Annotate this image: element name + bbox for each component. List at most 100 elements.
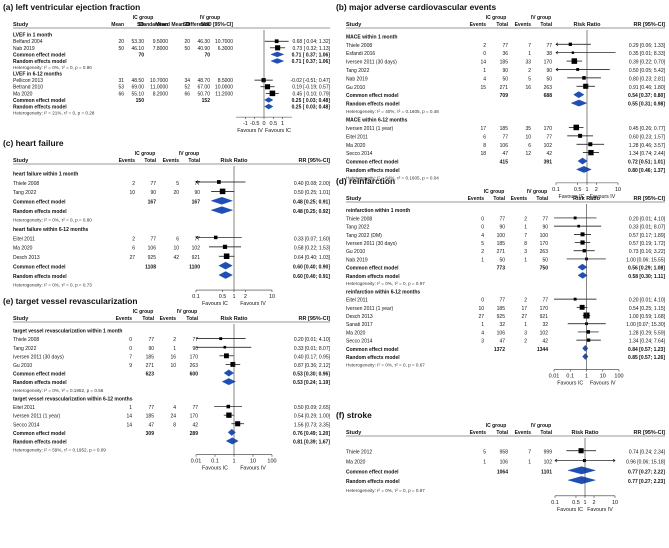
- study-name: Belfand 2004: [13, 39, 43, 45]
- ci-arrow: [195, 235, 199, 240]
- total-iv: 750: [540, 266, 549, 272]
- study-weight-square: [578, 448, 584, 454]
- study-value: 55.10: [131, 91, 144, 97]
- study-value: 90: [150, 190, 156, 196]
- study-weight-square: [582, 76, 586, 80]
- study-value: 1: [524, 322, 527, 328]
- group-header-iv: IV group: [200, 15, 220, 21]
- study-value: 3: [524, 330, 527, 336]
- heterogeneity: Heterogeneity: I² = 59%, τ² = 0.1952, p …: [13, 447, 106, 452]
- study-weight-square: [264, 84, 271, 90]
- study-value: 77: [194, 236, 200, 242]
- forest-panel-b: (b) major adverse cardiovascular events I…: [336, 2, 666, 200]
- study-value: 42: [173, 255, 179, 261]
- x-tick-label: 100: [614, 374, 623, 380]
- x-tick-label: 10: [612, 500, 618, 506]
- col-header: Events: [515, 430, 532, 436]
- pooled-diamond: [577, 271, 588, 279]
- study-name: Thiele 2008: [13, 337, 39, 343]
- study-weight-square: [577, 224, 580, 228]
- group-header-ic: IC group: [484, 189, 505, 195]
- study-value: 185: [500, 126, 509, 132]
- x-tick-label: 0.01: [549, 374, 560, 380]
- favours-left: Favours IC: [557, 507, 583, 513]
- study-ci: 0.40 [0.08; 2.00]: [294, 181, 331, 187]
- subgroup-label: MACE within 6-12 months: [346, 118, 408, 124]
- study-value: 271: [497, 249, 506, 255]
- pooled-diamond: [567, 476, 597, 485]
- study-value: 0: [129, 337, 132, 343]
- total-ic: 167: [148, 200, 157, 206]
- study-value: 106: [500, 143, 509, 149]
- group-header-iv: IV group: [179, 151, 199, 157]
- study-value: 18: [480, 151, 486, 157]
- study-weight-square: [235, 421, 241, 427]
- study-value: 2: [481, 249, 484, 255]
- x-tick-label: 0.1: [551, 500, 559, 506]
- heterogeneity: Heterogeneity: I² = 0%, τ² = 0, p = 0.87: [346, 488, 425, 493]
- study-weight-square: [573, 297, 577, 301]
- study-value: 5: [176, 181, 179, 187]
- study-ci: -0.02 [-0.51; 0.47]: [291, 78, 331, 84]
- total-ic: 709: [500, 93, 509, 99]
- study-value: 4: [173, 405, 176, 411]
- study-value: 10: [525, 134, 531, 140]
- study-value: 53: [118, 85, 124, 91]
- study-name: Eitel 2011: [346, 134, 368, 140]
- col-header-study: Study: [346, 22, 362, 28]
- study-value: 42: [546, 151, 552, 157]
- study-name: Eitel 2011: [13, 405, 35, 411]
- study-value: 24: [170, 414, 176, 420]
- study-value: 10: [170, 363, 176, 369]
- study-value: 170: [540, 241, 549, 247]
- study-ci: 0.35 [0.01; 8.33]: [629, 51, 666, 57]
- study-value: 2: [524, 298, 527, 304]
- study-value: 38: [546, 51, 552, 57]
- study-value: 17: [521, 306, 527, 312]
- study-value: 100: [497, 233, 506, 239]
- study-value: 77: [546, 134, 552, 140]
- study-weight-square: [226, 404, 231, 409]
- study-ci: 0.58 [0.22; 1.53]: [294, 246, 331, 252]
- study-value: 1: [524, 257, 527, 263]
- common-effect-label: Common effect model: [346, 160, 399, 166]
- pooled-diamond: [573, 91, 585, 99]
- study-weight-square: [583, 83, 589, 89]
- favours-right: Favours IV: [590, 381, 616, 387]
- group-header-ic: IC group: [486, 423, 507, 429]
- col-header-plot: Risk Ratio: [572, 430, 600, 436]
- study-value: 170: [540, 306, 549, 312]
- study-weight-square: [579, 304, 585, 310]
- subgroup-label: reinfarction within 1 month: [346, 208, 410, 214]
- x-tick-label: 10: [615, 187, 621, 193]
- col-header: Events: [470, 430, 487, 436]
- study-weight-square: [571, 58, 578, 64]
- study-value: 925: [497, 314, 506, 320]
- pooled-diamond: [570, 99, 588, 107]
- group-header-iv: IV group: [531, 15, 551, 21]
- heterogeneity: Heterogeneity: I² = 0%, τ² = 0, p = 0.97: [346, 281, 425, 286]
- study-value: 185: [146, 414, 155, 420]
- study-name: Ma 2020: [13, 91, 33, 97]
- common-effect-label: Common effect model: [346, 347, 399, 353]
- study-value: 27: [478, 314, 484, 320]
- panel-title: (b) major adverse cardiovascular events: [336, 2, 496, 12]
- study-value: 263: [544, 85, 553, 91]
- study-weight-square: [573, 124, 580, 131]
- total-ic: 773: [497, 266, 506, 272]
- study-weight-square: [223, 345, 227, 349]
- study-name: Nab 2019: [13, 46, 35, 52]
- pooled-diamond: [225, 437, 239, 445]
- x-tick-label: 0: [262, 121, 265, 127]
- study-ci: 0.33 [0.07; 1.60]: [294, 236, 331, 242]
- pooled-diamond: [582, 344, 589, 352]
- total-ic: 623: [146, 372, 155, 378]
- study-value: 77: [194, 181, 200, 187]
- study-value: 9: [129, 363, 132, 369]
- study-value: 14: [480, 60, 486, 66]
- study-value: 67.00: [197, 85, 210, 91]
- x-tick-label: 0.01: [191, 459, 202, 465]
- common-effect-label: Common effect model: [13, 264, 66, 270]
- study-weight-square: [582, 249, 586, 253]
- study-ci: 0.39 [0.22; 0.70]: [629, 60, 666, 66]
